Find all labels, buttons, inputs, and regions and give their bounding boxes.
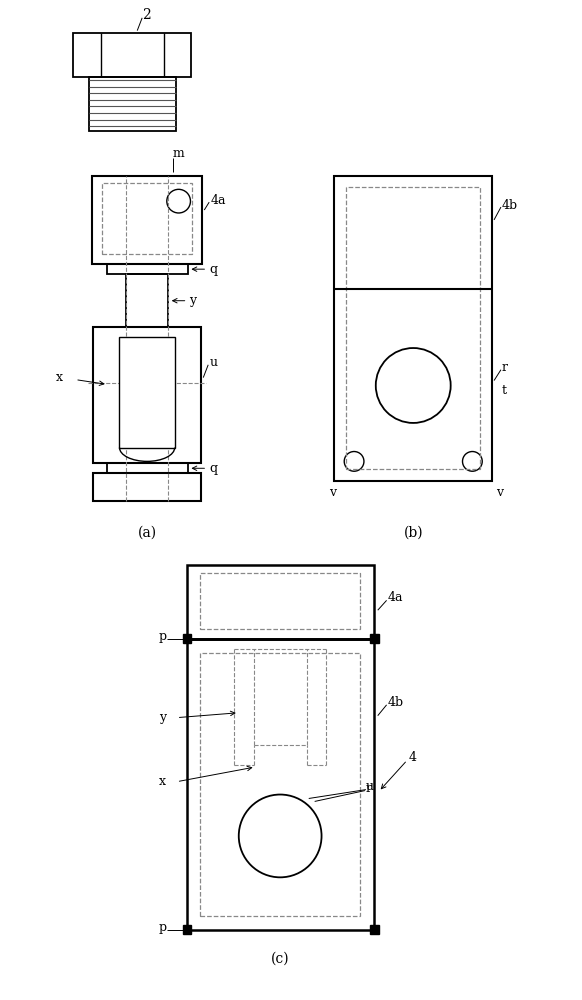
Bar <box>183 634 191 643</box>
Text: 2: 2 <box>142 8 151 22</box>
Bar <box>92 176 203 264</box>
Text: t: t <box>502 384 507 397</box>
Text: y: y <box>190 294 197 307</box>
Bar <box>183 925 191 934</box>
Text: y: y <box>159 711 166 724</box>
Text: r: r <box>502 361 508 374</box>
Bar <box>107 463 187 473</box>
Bar <box>186 565 374 639</box>
Text: 4b: 4b <box>502 199 518 212</box>
Text: x: x <box>159 775 166 788</box>
Text: 4a: 4a <box>210 194 226 207</box>
Text: m: m <box>173 147 184 160</box>
Text: u: u <box>366 780 374 793</box>
Bar <box>93 327 201 463</box>
Text: q: q <box>209 263 217 276</box>
Text: p: p <box>159 630 167 643</box>
Text: 4: 4 <box>409 751 416 764</box>
Text: r: r <box>366 782 372 795</box>
Text: u: u <box>209 356 217 369</box>
Bar <box>126 274 168 327</box>
Text: q: q <box>209 462 217 475</box>
Bar <box>107 264 187 274</box>
Bar <box>346 187 480 469</box>
Bar <box>89 77 176 131</box>
Bar <box>186 639 374 930</box>
Bar <box>200 653 360 916</box>
Text: v: v <box>329 486 336 499</box>
Text: p: p <box>159 921 167 934</box>
Bar <box>200 573 360 629</box>
Text: 4b: 4b <box>388 696 404 709</box>
Bar <box>335 176 492 481</box>
Text: x: x <box>55 371 62 384</box>
Bar <box>73 33 191 77</box>
Text: (b): (b) <box>403 525 423 539</box>
Text: (a): (a) <box>137 525 157 539</box>
Text: 4a: 4a <box>388 591 403 604</box>
Bar <box>93 473 201 501</box>
Bar <box>370 925 379 934</box>
Bar <box>119 337 175 448</box>
Bar <box>370 634 379 643</box>
Bar <box>102 183 193 254</box>
Text: (c): (c) <box>271 952 289 966</box>
Text: v: v <box>496 486 503 499</box>
